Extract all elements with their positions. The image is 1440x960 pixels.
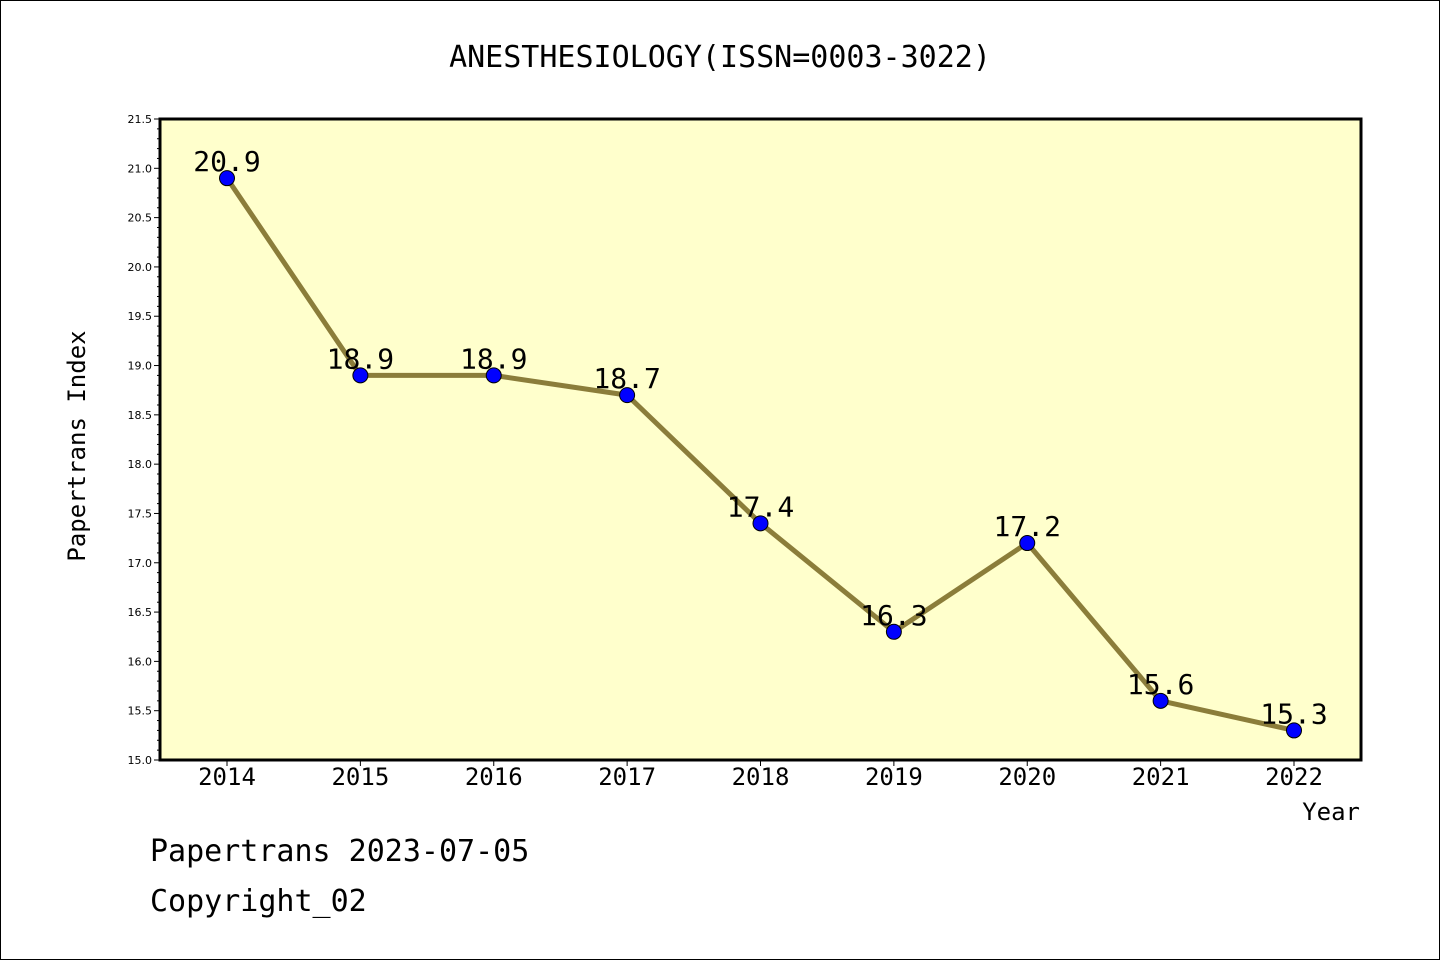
data-point <box>1152 692 1169 709</box>
data-point <box>352 367 369 384</box>
data-point <box>485 367 502 384</box>
x-tick-label: 2022 <box>1265 763 1323 791</box>
data-point <box>885 623 902 640</box>
x-tick-label: 2014 <box>198 763 256 791</box>
x-tick-label: 2015 <box>331 763 389 791</box>
y-tick-label: 19.5 <box>128 310 153 323</box>
x-tick-label: 2017 <box>598 763 656 791</box>
plot-area <box>158 117 1363 762</box>
data-point <box>219 170 235 187</box>
data-point <box>1286 722 1302 739</box>
y-tick-label: 15.0 <box>128 754 153 767</box>
y-tick-label: 19.0 <box>128 360 153 373</box>
x-tick-label: 2018 <box>732 763 790 791</box>
y-tick-label: 16.5 <box>128 606 153 619</box>
y-tick-label: 17.0 <box>128 557 153 570</box>
data-point <box>1019 535 1036 552</box>
y-tick-label: 21.0 <box>128 162 153 175</box>
y-tick-label: 15.5 <box>128 705 153 718</box>
data-label: 16.3 <box>860 599 927 632</box>
data-point <box>752 515 769 532</box>
y-axis-label: Papertrans Index <box>63 330 91 561</box>
x-tick-label: 2019 <box>865 763 923 791</box>
x-axis: 2014 2015 2016 2017 2018 2019 2020 2021 2022 <box>198 760 1323 791</box>
y-tick-label: 18.5 <box>128 409 153 422</box>
data-label: 15.6 <box>1127 668 1194 701</box>
data-label: 18.9 <box>460 342 527 375</box>
data-label: 17.2 <box>994 510 1061 543</box>
x-axis-label: Year <box>1302 798 1360 826</box>
data-label: 20.9 <box>193 145 260 178</box>
footer-copyright: Copyright_02 <box>150 884 367 919</box>
series-layer <box>219 170 1302 739</box>
x-tick-label: 2016 <box>465 763 523 791</box>
data-labels: 20.9 18.9 18.9 18.7 17.4 16.3 17.2 15.6 15.3 <box>193 145 1327 730</box>
data-label: 15.3 <box>1260 697 1327 730</box>
data-label: 18.9 <box>327 342 394 375</box>
y-tick-label: 17.5 <box>128 507 153 520</box>
x-tick-label: 2020 <box>998 763 1056 791</box>
x-tick-label: 2021 <box>1132 763 1190 791</box>
data-label: 18.7 <box>593 362 660 395</box>
footer-date-line: Papertrans 2023-07-05 <box>150 834 530 869</box>
y-tick-label: 21.5 <box>128 113 153 126</box>
y-tick-label: 20.5 <box>128 212 153 225</box>
chart-title: ANESTHESIOLOGY(ISSN=0003-3022) <box>449 40 991 75</box>
y-tick-label: 20.0 <box>128 261 153 274</box>
data-point <box>619 387 636 404</box>
data-label: 17.4 <box>727 490 794 523</box>
y-axis: 15.0 15.5 16.0 16.5 17.0 17.5 18.0 18.5 19.0 19.5… <box>128 113 160 767</box>
y-tick-label: 16.0 <box>128 655 153 668</box>
y-tick-label: 18.0 <box>128 458 153 471</box>
